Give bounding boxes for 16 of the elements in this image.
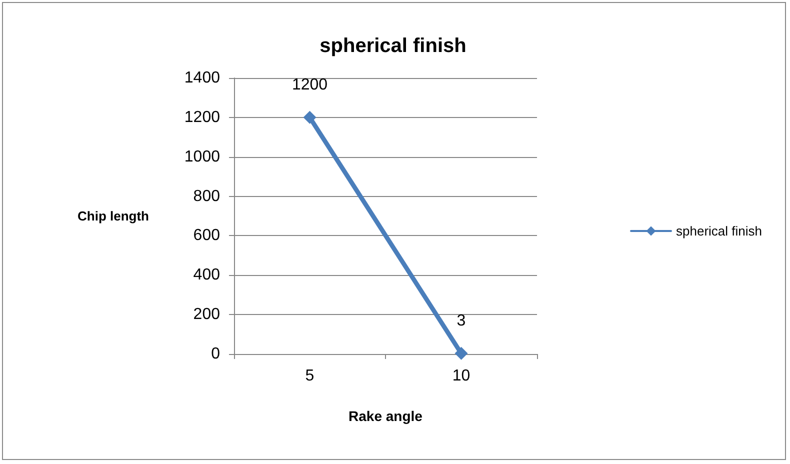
- chart-title: spherical finish: [320, 35, 466, 57]
- y-tick-label: 800: [193, 188, 220, 205]
- y-tick-label: 1000: [184, 148, 220, 166]
- x-tick-label: 10: [452, 368, 470, 384]
- data-label: 3: [456, 312, 466, 330]
- data-label: 1200: [292, 76, 328, 94]
- y-tick-label: 200: [193, 306, 220, 324]
- x-axis-title: Rake angle: [348, 408, 423, 424]
- y-tick-label: 400: [193, 266, 220, 284]
- x-tick-label: 5: [305, 368, 314, 384]
- legend-label: spherical finish: [676, 224, 762, 238]
- y-tick-label: 600: [193, 227, 220, 244]
- y-tick-label: 0: [211, 346, 220, 362]
- y-axis-title: Chip length: [78, 208, 150, 224]
- y-tick-label: 1200: [184, 108, 220, 126]
- y-tick-label: 1400: [184, 70, 220, 86]
